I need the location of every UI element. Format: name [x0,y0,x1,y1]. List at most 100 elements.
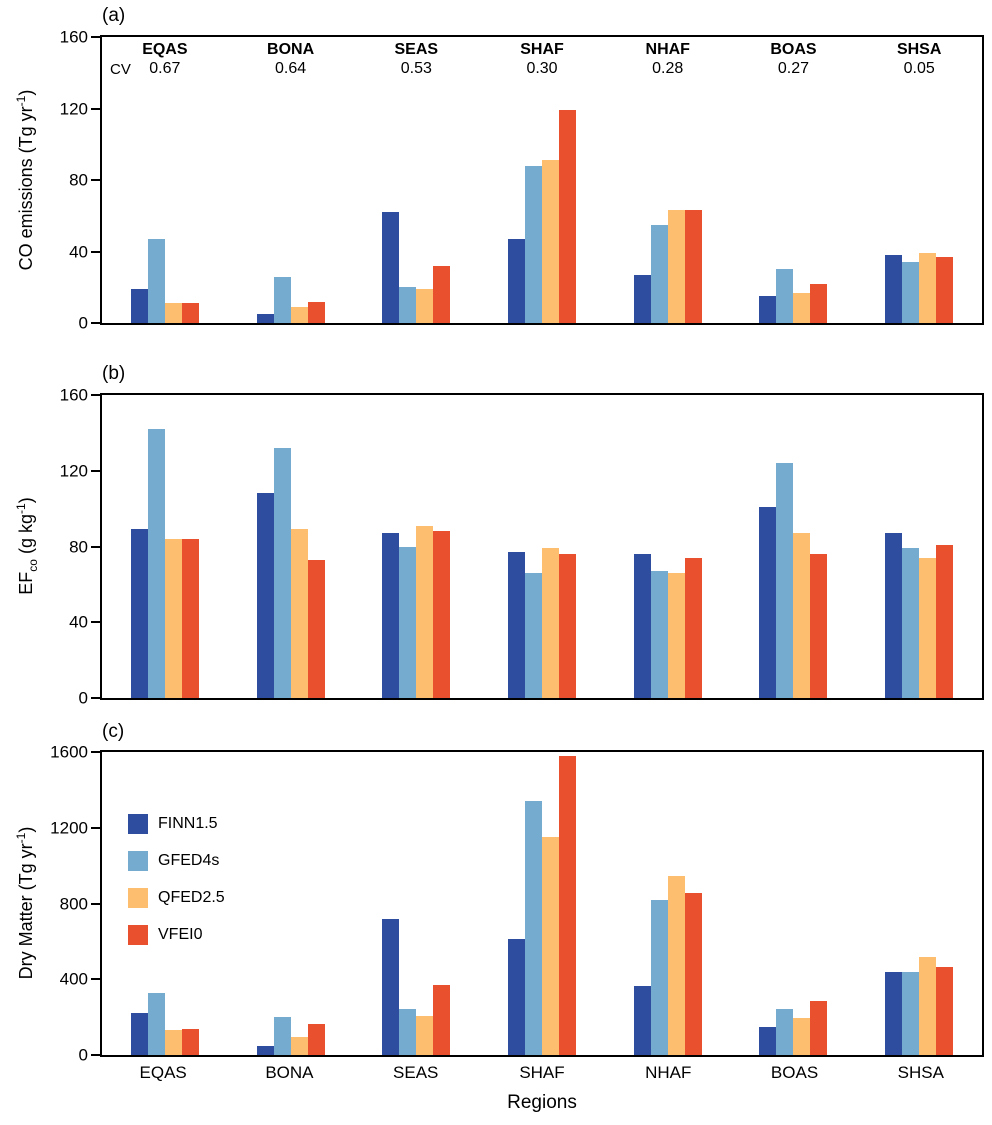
y-axis-label-b-text: EF [16,571,37,595]
region-name: SHAF [520,41,564,58]
bar-qfed25-boas [793,1018,811,1055]
y-axis-label-c: Dry Matter (Tg yr-1) [14,827,40,980]
bar-qfed25-shaf [542,837,560,1055]
bar-finn15-boas [759,1026,777,1055]
bar-finn15-shaf [508,239,526,323]
y-axis-label-b-sub: co [25,559,40,572]
y-axis-label-a-end: ) [16,89,37,96]
legend-label-gfed4s: GFED4s [158,852,220,869]
plot-area-b: 0 40 80 120 160 [60,387,984,707]
bar-finn15-shaf [508,939,526,1055]
legend-item-vfei0: VFEI0 [128,925,225,945]
bar-finn15-shaf [508,552,526,698]
bar-group-seas [353,37,479,323]
bar-finn15-shsa [885,971,903,1055]
bar-gfed4s-nhaf [650,571,668,698]
bar-gfed4s-shaf [525,165,543,323]
legend-label-finn15: FINN1.5 [158,815,218,832]
y-tick-mark [91,978,100,981]
bar-qfed25-bona [290,306,308,323]
bar-group-boas [731,37,857,323]
region-header-bona: BONA 0.64 [228,41,354,78]
bar-vfei0-shsa [936,966,954,1055]
y-tick-label: 160 [59,27,88,47]
y-tick-label: 1600 [50,742,88,762]
x-tick-label-shaf: SHAF [519,1063,565,1082]
bar-gfed4s-bona [273,1017,291,1055]
bar-finn15-seas [382,533,400,698]
y-tick-label: 400 [59,969,88,989]
y-tick-label: 0 [78,313,88,333]
bar-gfed4s-nhaf [650,224,668,323]
legend-label-qfed25: QFED2.5 [158,889,225,906]
bar-qfed25-shaf [542,160,560,323]
bar-qfed25-bona [290,1037,308,1055]
y-tick-mark [91,902,100,905]
y-tick-mark [91,394,100,396]
bar-group-shsa [856,395,982,698]
y-axis-label-a: CO emissions (Tg yr-1) [14,90,40,271]
bar-qfed25-eqas [164,303,182,323]
panel-a: (a) CO emissions (Tg yr-1) EQAS 0.67 BONA 0… [0,0,992,350]
bar-group-bona [228,752,354,1055]
region-header-seas: SEAS 0.53 [353,41,479,78]
y-tick-mark [91,107,100,110]
plot-area-c: FINN1.5 GFED4s QFED2.5 VFEI0 0 400 800 1200… [50,744,984,1064]
cv-label: CV [110,61,131,78]
bar-vfei0-shaf [559,110,577,323]
y-tick-label: 1200 [50,818,88,838]
bar-vfei0-seas [433,984,451,1055]
region-cv-value: 0.30 [526,59,558,77]
x-tick-label-nhaf: NHAF [645,1063,692,1082]
legend-item-finn15: FINN1.5 [128,814,225,834]
bar-vfei0-boas [810,283,828,323]
bar-group-bona [228,395,354,698]
bar-finn15-nhaf [633,554,651,698]
bar-finn15-nhaf [633,985,651,1055]
legend-swatch-qfed25 [128,888,148,908]
y-tick-mark [91,751,100,753]
bar-finn15-eqas [130,289,148,323]
bar-gfed4s-eqas [147,239,165,323]
y-axis-label-c-text: Dry Matter (Tg yr [16,843,37,980]
bar-groups-c [102,752,982,1055]
bar-qfed25-boas [793,292,811,323]
y-tick-label: 80 [69,537,88,556]
bar-gfed4s-shsa [902,262,920,323]
bar-qfed25-eqas [164,1030,182,1055]
bar-qfed25-bona [290,529,308,698]
bar-gfed4s-shsa [902,971,920,1055]
bar-gfed4s-shaf [525,573,543,698]
bar-group-boas [731,395,857,698]
region-header-shaf: SHAF 0.30 [479,41,605,78]
y-axis-label-c-sup: -1 [14,832,29,844]
panel-a-tag: (a) [102,5,126,26]
bar-finn15-bona [256,493,274,698]
bar-group-shsa [856,752,982,1055]
bar-vfei0-eqas [181,538,199,698]
x-tick-label-shsa: SHSA [897,1063,944,1082]
bar-vfei0-bona [307,559,325,698]
bar-gfed4s-seas [399,287,417,323]
y-tick-label: 120 [59,461,88,481]
bar-finn15-eqas [130,1013,148,1055]
bar-gfed4s-boas [776,1008,794,1055]
legend-item-qfed25: QFED2.5 [128,888,225,908]
panel-c-tag: (c) [102,721,125,742]
bar-vfei0-shsa [936,544,954,698]
region-cv-value: 0.28 [652,59,684,77]
bar-group-eqas [102,752,228,1055]
region-cv-value: 0.67 [149,59,181,77]
region-name: SEAS [394,41,439,58]
bar-finn15-seas [382,212,400,323]
bar-gfed4s-bona [273,448,291,698]
bar-finn15-boas [759,296,777,323]
bar-qfed25-shsa [919,557,937,698]
bar-group-boas [731,752,857,1055]
y-tick-mark [91,250,100,253]
region-name: EQAS [142,41,188,58]
bar-group-nhaf [605,752,731,1055]
bar-groups-a [102,37,982,323]
legend-label-vfei0: VFEI0 [158,926,203,943]
legend-swatch-finn15 [128,814,148,834]
